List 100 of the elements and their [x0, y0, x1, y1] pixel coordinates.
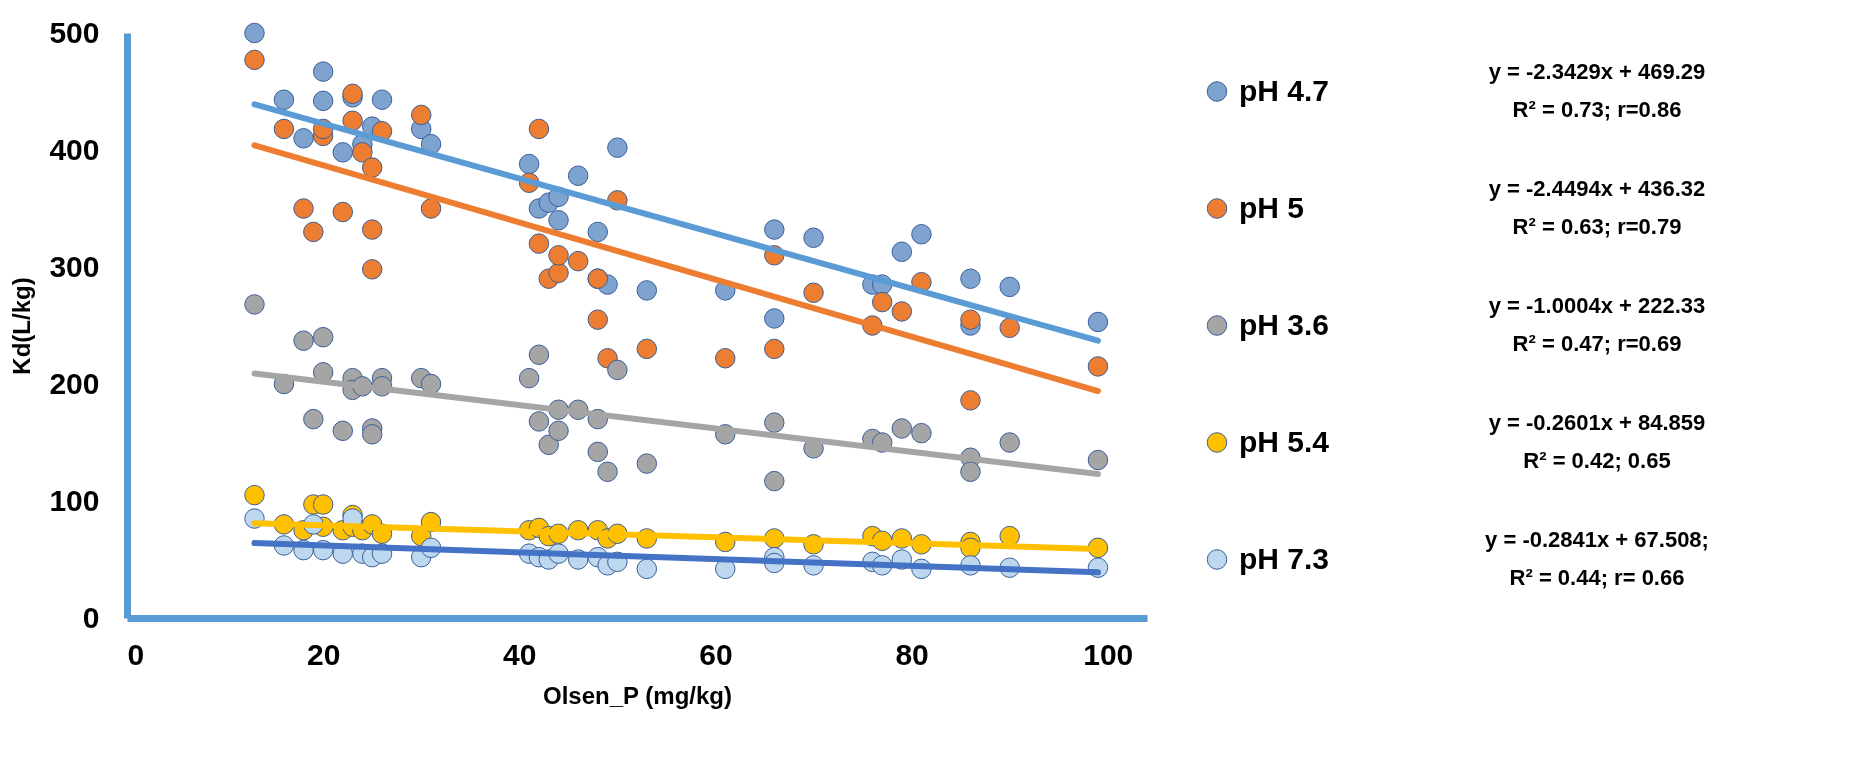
point [312, 90, 334, 112]
point [999, 317, 1020, 339]
text: y = -0.2841x + 67.508; [1485, 526, 1709, 552]
point [764, 219, 785, 240]
point [567, 165, 589, 186]
point [361, 157, 383, 178]
point [871, 291, 893, 313]
point [960, 309, 981, 330]
legend-label: pH 7.3 [1239, 541, 1330, 575]
point [607, 137, 628, 158]
point [548, 245, 569, 266]
point [361, 424, 383, 445]
text: R² = 0.42; 0.65 [1523, 447, 1671, 473]
point [764, 412, 785, 433]
point [999, 276, 1020, 298]
text: R² = 0.63; r=0.79 [1512, 213, 1682, 239]
point [528, 233, 550, 254]
point [764, 308, 785, 329]
point [244, 484, 265, 506]
y-tick-label: 400 [49, 132, 100, 166]
point [528, 344, 550, 365]
point [244, 49, 265, 71]
text: R² = 0.47; r=0.69 [1512, 330, 1682, 356]
point [636, 338, 658, 360]
legend-label: pH 3.6 [1239, 307, 1330, 341]
text: y = -2.4494x + 436.32 [1488, 175, 1706, 201]
point [636, 558, 658, 580]
point [803, 227, 824, 248]
point [587, 309, 609, 330]
x-tick-label: 100 [1083, 637, 1134, 671]
point [303, 408, 324, 430]
text: R² = 0.44; r= 0.66 [1509, 564, 1685, 590]
point [636, 280, 658, 301]
point [371, 89, 393, 110]
y-tick-label: 200 [49, 366, 100, 400]
point [607, 359, 628, 381]
point [420, 198, 442, 219]
point [273, 118, 295, 140]
point [244, 294, 265, 315]
point [764, 338, 785, 360]
text: y = -2.3429x + 469.29 [1488, 58, 1706, 84]
point [911, 224, 932, 245]
point [518, 153, 540, 175]
point [273, 89, 295, 110]
point [312, 326, 334, 348]
point [312, 494, 334, 515]
point [636, 453, 658, 474]
text: y = -1.0004x + 222.33 [1488, 292, 1706, 318]
point [332, 201, 354, 223]
y-tick-label: 0 [82, 600, 100, 634]
point [342, 110, 363, 131]
legend-label: pH 4.7 [1239, 73, 1330, 107]
legend-label: pH 5.4 [1239, 424, 1330, 458]
point [587, 441, 609, 463]
point [332, 420, 354, 442]
point [1087, 449, 1109, 471]
point [567, 250, 589, 272]
point [538, 434, 559, 456]
point [764, 470, 785, 492]
point [999, 432, 1020, 453]
x-tick-label: 20 [306, 637, 341, 671]
y-tick-label: 100 [49, 483, 100, 517]
x-tick-label: 0 [127, 637, 145, 671]
legend-label: pH 5 [1239, 190, 1305, 224]
point [244, 22, 265, 44]
x-tick-label: 80 [895, 637, 929, 671]
point [803, 282, 824, 303]
point [420, 373, 442, 395]
point [715, 348, 736, 369]
y-axis-title: Kd(L/kg) [8, 277, 36, 375]
point [528, 118, 550, 140]
point [597, 461, 618, 482]
point [410, 104, 432, 126]
point [293, 128, 314, 149]
point [960, 461, 981, 482]
x-tick-label: 40 [503, 637, 537, 671]
point [548, 420, 569, 442]
y-tick-label: 300 [49, 249, 100, 283]
point [312, 61, 334, 82]
point [528, 411, 550, 432]
point [960, 390, 981, 411]
point [1087, 356, 1109, 377]
point [361, 259, 383, 280]
x-axis-title: Olsen_P (mg/kg) [543, 681, 732, 709]
point [293, 198, 314, 219]
point [891, 418, 913, 439]
point [548, 209, 569, 231]
point [518, 367, 540, 389]
point [332, 142, 354, 163]
x-tick-label: 60 [699, 637, 733, 671]
point [548, 262, 569, 284]
point [891, 241, 913, 263]
point [303, 221, 324, 243]
point [352, 142, 373, 163]
point [960, 268, 981, 289]
point [1087, 311, 1109, 333]
point [361, 219, 383, 240]
point [587, 221, 609, 243]
y-tick-label: 500 [49, 15, 100, 49]
point [891, 301, 913, 322]
